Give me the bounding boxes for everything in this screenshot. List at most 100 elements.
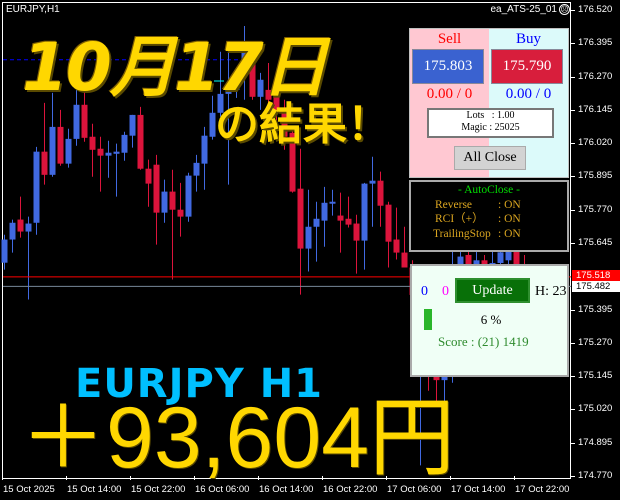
candle-body	[377, 180, 384, 206]
autoclose-panel: - AutoClose - Reverse: ON RCI（+）: ON Tra…	[409, 180, 569, 252]
candle-body	[345, 218, 352, 225]
buy-label: Buy	[515, 31, 541, 47]
candle-body	[233, 73, 240, 90]
ea-name: ea_ATS-25_01	[490, 4, 557, 15]
candle-body	[185, 175, 192, 217]
update-button[interactable]: Update	[455, 278, 530, 303]
candle-body	[361, 183, 368, 241]
time-tick	[2, 476, 3, 480]
all-close-button[interactable]: All Close	[454, 146, 526, 170]
symbol-label: EURJPY,H1	[6, 4, 60, 15]
price-tick-label: 174.770	[578, 470, 613, 481]
candle-body	[217, 93, 224, 113]
candle-body	[281, 109, 288, 137]
candle-body	[153, 164, 160, 213]
price-tick	[571, 342, 575, 344]
candle-body	[297, 188, 304, 249]
candle-body	[161, 191, 168, 213]
candle-body	[121, 134, 128, 153]
ask-price-label: 175.482	[572, 281, 620, 292]
candle-body	[401, 252, 408, 268]
lots-value: Lots : 1.00	[466, 110, 515, 121]
candle-body	[273, 96, 280, 110]
candle-body	[193, 162, 200, 176]
candle-body	[177, 209, 184, 217]
count-blue: 0	[421, 284, 428, 299]
sell-pl: 0.00 / 0	[426, 86, 473, 102]
candle-body	[329, 201, 336, 204]
candle-body	[241, 49, 248, 74]
candle-body	[337, 215, 344, 221]
price-tick	[571, 10, 575, 11]
price-tick-label: 175.895	[578, 170, 613, 182]
lots-magic-box: Lots : 1.00 Magic : 25025	[427, 108, 554, 138]
candle-body	[257, 79, 264, 97]
price-tick	[571, 209, 575, 211]
candle-body	[65, 138, 72, 164]
time-tick	[450, 476, 451, 480]
profit-amount: ＋93,604円	[20, 390, 456, 486]
autoclose-row-reverse: Reverse: ON	[435, 198, 521, 211]
time-tick-label: 17 Oct 22:00	[515, 484, 570, 495]
price-tick-label: 175.770	[578, 203, 613, 215]
time-tick-label: 16 Oct 06:00	[195, 484, 250, 495]
score-label: Score : (21) 1419	[438, 334, 529, 349]
sad-face-icon: ☹	[559, 4, 570, 15]
candle-body	[385, 204, 392, 242]
candle-body	[369, 180, 376, 184]
candle-body	[41, 151, 48, 175]
buy-pl: 0.00 / 0	[505, 86, 552, 102]
time-tick	[66, 476, 67, 480]
candle-body	[265, 89, 272, 100]
candle-body	[441, 376, 448, 381]
candle-body	[353, 223, 360, 241]
candle-body	[137, 114, 144, 169]
result-headline: の結果！	[215, 99, 391, 150]
time-tick	[322, 476, 323, 480]
price-tick-label: 176.520	[578, 4, 613, 15]
candle-body	[33, 151, 40, 223]
time-tick	[194, 476, 195, 480]
candle-body	[49, 126, 56, 175]
candle-body	[305, 226, 312, 249]
candle-body	[289, 132, 296, 192]
price-tick	[571, 476, 575, 477]
progress-fill	[424, 309, 432, 330]
candle-body	[321, 202, 328, 221]
price-tick	[571, 442, 575, 444]
buy-section: Buy 175.790 0.00 / 0	[489, 29, 568, 177]
time-tick	[514, 476, 515, 480]
candle-body	[201, 135, 208, 164]
candle-body	[9, 222, 16, 240]
candle-body	[89, 136, 96, 150]
time-tick-label: 17 Oct 14:00	[451, 484, 506, 495]
candle-body	[225, 85, 232, 94]
price-tick-label: 175.145	[578, 370, 613, 382]
autoclose-row-trailingstop: TrailingStop: ON	[433, 227, 521, 240]
candle-body	[129, 114, 136, 136]
candle-body	[465, 254, 472, 269]
buy-button[interactable]: 175.790	[491, 49, 563, 84]
price-tick	[571, 409, 575, 411]
candle-body	[81, 104, 88, 138]
price-tick-label: 175.395	[578, 303, 613, 315]
price-tick	[571, 176, 575, 178]
pair-timeframe-label: EURJPY H1	[75, 361, 324, 407]
ea-label: ea_ATS-25_01 ☹	[490, 4, 570, 15]
time-tick-label: 16 Oct 14:00	[259, 484, 314, 495]
progress-bar	[424, 309, 432, 330]
candle-body	[105, 152, 112, 156]
candle-body	[145, 168, 152, 184]
candle-body	[73, 104, 80, 139]
date-headline: 10月17日	[22, 29, 328, 106]
price-tick	[571, 376, 575, 378]
candle-body	[17, 219, 24, 232]
price-tick	[571, 43, 575, 45]
sell-button[interactable]: 175.803	[412, 49, 484, 84]
price-tick	[571, 309, 575, 311]
price-tick	[571, 109, 575, 111]
price-tick	[571, 243, 575, 244]
time-tick	[258, 476, 259, 480]
time-tick-label: 15 Oct 14:00	[67, 484, 122, 495]
time-tick	[130, 476, 131, 480]
